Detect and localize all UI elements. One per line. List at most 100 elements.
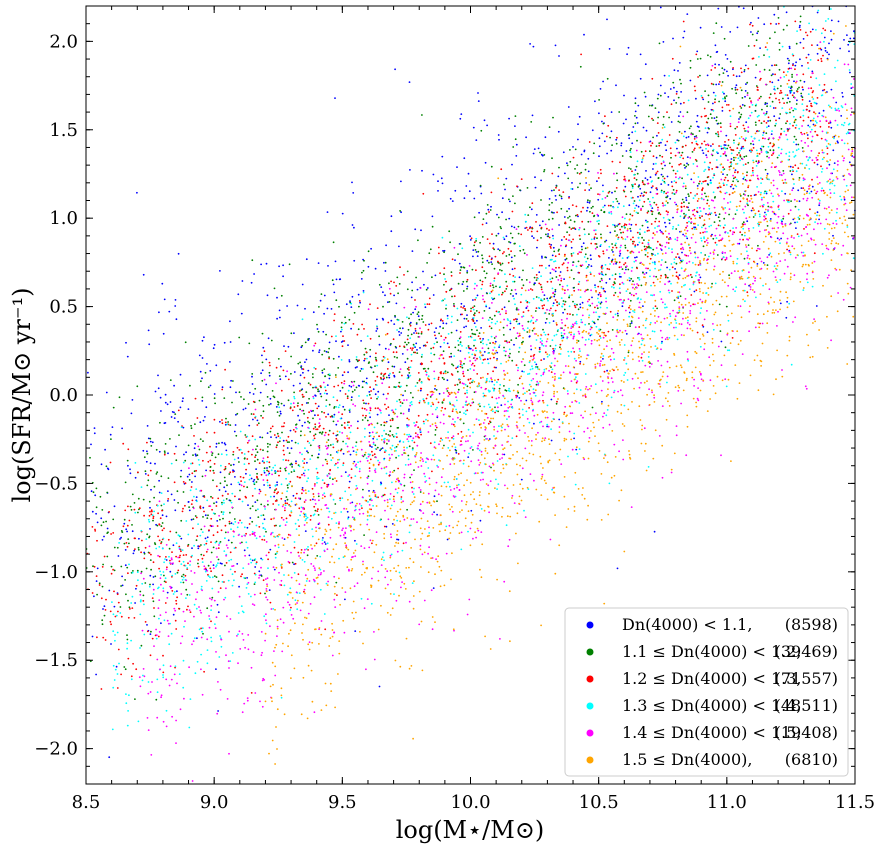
- data-point: [326, 211, 329, 214]
- data-point: [212, 479, 214, 482]
- data-point: [478, 385, 481, 387]
- data-point: [732, 177, 735, 180]
- data-point: [353, 311, 356, 314]
- data-point: [304, 469, 306, 472]
- data-point: [185, 597, 187, 599]
- data-point: [398, 381, 401, 384]
- data-point: [742, 147, 745, 150]
- data-point: [778, 48, 781, 51]
- data-point: [432, 173, 435, 176]
- data-point: [287, 378, 290, 381]
- data-point: [374, 380, 377, 382]
- data-point: [177, 501, 180, 504]
- data-point: [443, 378, 445, 381]
- data-point: [792, 124, 794, 127]
- data-point: [307, 546, 309, 548]
- data-point: [113, 546, 116, 549]
- data-point: [501, 211, 503, 214]
- data-point: [328, 356, 330, 358]
- data-point: [201, 377, 203, 380]
- data-point: [272, 466, 275, 469]
- data-point: [769, 119, 772, 122]
- data-point: [318, 447, 321, 449]
- data-point: [314, 423, 317, 426]
- data-point: [211, 497, 214, 499]
- data-point: [656, 134, 658, 137]
- data-point: [810, 102, 812, 105]
- data-point: [205, 406, 208, 409]
- data-point: [382, 291, 384, 294]
- data-point: [776, 87, 779, 90]
- data-point: [117, 601, 120, 604]
- data-point: [472, 308, 475, 311]
- data-point: [551, 172, 554, 175]
- data-point: [612, 223, 614, 226]
- data-point: [239, 430, 242, 433]
- data-point: [451, 363, 453, 366]
- data-point: [286, 305, 288, 307]
- data-point: [395, 432, 398, 435]
- data-point: [715, 83, 718, 86]
- data-point: [775, 23, 778, 25]
- data-point: [221, 419, 223, 421]
- data-point: [570, 350, 573, 353]
- data-point: [543, 294, 546, 296]
- data-point: [618, 222, 621, 225]
- data-point: [182, 554, 185, 556]
- data-point: [279, 467, 282, 470]
- data-point: [479, 279, 482, 282]
- data-point: [547, 333, 550, 336]
- data-point: [377, 463, 380, 466]
- data-point: [634, 97, 637, 100]
- data-point: [321, 431, 324, 434]
- data-point: [823, 36, 826, 39]
- data-point: [232, 469, 234, 472]
- data-point: [715, 119, 718, 122]
- data-point: [94, 528, 96, 531]
- data-point: [298, 419, 301, 422]
- data-point: [401, 402, 404, 405]
- data-point: [764, 168, 767, 171]
- data-point: [273, 491, 276, 494]
- data-point: [369, 416, 371, 419]
- data-point: [351, 181, 353, 184]
- data-point: [496, 453, 499, 455]
- data-point: [813, 252, 816, 255]
- data-point: [782, 28, 785, 31]
- data-point: [685, 235, 688, 238]
- data-point: [552, 116, 554, 119]
- data-point: [446, 538, 449, 541]
- data-point: [424, 370, 427, 372]
- data-point: [530, 348, 533, 351]
- data-point: [385, 472, 388, 475]
- data-point: [289, 429, 292, 432]
- data-point: [238, 585, 241, 588]
- data-point: [615, 142, 618, 145]
- data-point: [738, 242, 741, 245]
- data-point: [812, 90, 815, 92]
- data-point: [332, 443, 334, 446]
- data-point: [572, 238, 574, 241]
- data-point: [543, 312, 546, 315]
- data-point: [482, 342, 484, 345]
- data-point: [301, 344, 304, 347]
- data-point: [363, 359, 366, 362]
- data-point: [236, 446, 239, 449]
- data-point: [247, 593, 250, 595]
- data-point: [656, 225, 659, 228]
- data-point: [389, 292, 392, 295]
- data-point: [185, 520, 188, 522]
- data-point: [761, 145, 763, 148]
- data-point: [187, 533, 190, 536]
- data-point: [726, 104, 728, 106]
- data-point: [707, 117, 710, 120]
- data-point: [632, 310, 634, 312]
- data-point: [589, 210, 591, 213]
- data-point: [140, 486, 143, 488]
- data-point: [104, 609, 107, 611]
- data-point: [433, 441, 436, 444]
- data-point: [821, 158, 824, 161]
- data-point: [151, 441, 154, 444]
- data-point: [445, 280, 447, 283]
- data-point: [722, 166, 724, 169]
